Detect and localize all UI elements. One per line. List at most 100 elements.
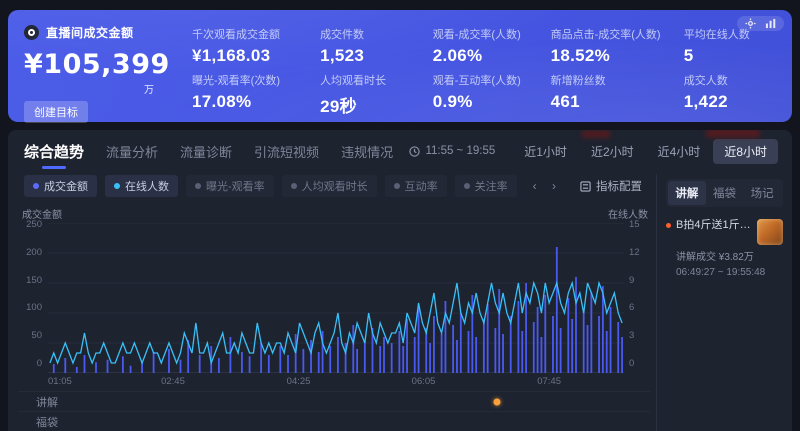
chart-section: 成交金额在线人数曝光-观看率人均观看时长互动率关注率负反馈率负反馈次数千次观看成… [8, 174, 657, 431]
metric-chips-row: 成交金额在线人数曝光-观看率人均观看时长互动率关注率负反馈率负反馈次数千次观看成… [8, 174, 656, 198]
tab-流量分析[interactable]: 流量分析 [106, 144, 159, 160]
header-metric: 商品点击-成交率(人数) 18.52% [551, 26, 684, 66]
product-thumbnail [757, 219, 783, 245]
chip-label: 关注率 [474, 181, 508, 193]
left-axis-ticks: 250 200 150 100 50 0 [18, 219, 48, 373]
metric-value: 29秒 [320, 97, 357, 116]
metric-value: 461 [550, 92, 580, 111]
primary-metric-value: ¥105,399 [24, 49, 170, 80]
range-button[interactable]: 近2小时 [590, 144, 634, 159]
right-tick: 6 [629, 302, 635, 314]
chip-dot [195, 183, 201, 189]
clock-icon [409, 145, 421, 157]
chips-pagination[interactable]: ‹ › [532, 179, 562, 193]
chip-label: 人均观看时长 [301, 181, 368, 193]
annotation-row-label: 讲解 [36, 396, 58, 409]
header-corner-actions [737, 16, 784, 31]
range-button[interactable]: 近8小时 [713, 138, 778, 164]
sidebar-tab-福袋[interactable]: 福袋 [713, 188, 736, 200]
target-icon [24, 25, 39, 40]
metric-chip[interactable]: 成交金额 [24, 175, 97, 197]
range-button[interactable]: 近4小时 [657, 144, 701, 159]
right-tick: 3 [629, 330, 635, 342]
item-time: 06:49:27 ~ 19:55:48 [676, 267, 766, 278]
item-title: B拍4斤送1斤共35-4... [676, 219, 751, 231]
metric-value: 17.08% [192, 92, 252, 111]
metric-value: 18.52% [550, 46, 611, 65]
metric-label: 成交件数 [320, 29, 365, 41]
summary-header-panel: 直播间成交金额 ¥105,399 万 创建目标 千次观看成交金额 ¥1,168.0… [8, 10, 792, 123]
left-tick: 150 [26, 274, 42, 286]
sidebar-list: B拍4斤送1斤共35-4... 讲解成交 ¥3.82万 06:49:27 ~ 19:… [666, 219, 783, 278]
right-tick: 12 [629, 246, 640, 258]
annotation-row-label: 福袋 [36, 416, 58, 429]
analytics-panel: 综合趋势 流量分析 流量诊断 引流短视频 违规情况 11:55 ~ 19:55 近1小时… [8, 130, 792, 431]
annotation-rows: 讲解 福袋 [18, 391, 650, 431]
right-tick: 9 [629, 274, 635, 286]
x-tick: 06:05 [411, 376, 436, 387]
right-tick: 0 [629, 357, 635, 369]
create-goal-button[interactable]: 创建目标 [24, 101, 88, 123]
left-tick: 0 [36, 357, 42, 369]
x-tick: 02:45 [161, 376, 185, 387]
annotation-row-福袋: 福袋 [18, 411, 650, 431]
metric-value: 0.9% [432, 92, 473, 111]
sidebar-tabs: 讲解 福袋 场记 [666, 179, 783, 207]
chip-label: 曝光-观看率 [206, 181, 265, 193]
config-label: 指标配置 [596, 181, 642, 193]
metric-value: 2.06% [432, 46, 483, 65]
sidebar-tab-讲解[interactable]: 讲解 [668, 181, 706, 205]
metric-chip[interactable]: 在线人数 [105, 175, 178, 197]
metric-value: 1,422 [683, 92, 728, 111]
metric-chip[interactable]: 互动率 [384, 175, 447, 197]
section-tabs: 综合趋势 流量分析 流量诊断 引流短视频 违规情况 [24, 141, 393, 162]
tab-违规情况[interactable]: 违规情况 [341, 144, 394, 160]
config-icon [580, 180, 591, 192]
gear-icon[interactable] [745, 18, 756, 29]
metric-config-button[interactable]: 指标配置 [580, 178, 642, 194]
sidebar-list-item[interactable]: B拍4斤送1斤共35-4... 讲解成交 ¥3.82万 06:49:27 ~ 19:… [666, 219, 783, 278]
chip-dot [393, 183, 400, 189]
metric-chip[interactable]: 曝光-观看率 [186, 175, 274, 197]
left-tick: 100 [26, 302, 42, 314]
trend-chart-icon[interactable] [765, 18, 776, 29]
x-tick: 07:45 [537, 376, 561, 387]
primary-metric-label: 直播间成交金额 [46, 26, 134, 40]
item-bullet [666, 223, 671, 228]
annotation-marker[interactable] [493, 398, 501, 405]
header-metric: 观看-互动率(人数) 0.9% [433, 72, 551, 117]
chip-label: 在线人数 [125, 181, 169, 193]
metric-label: 平均在线人数 [683, 29, 750, 41]
x-axis-labels: 01:05 02:45 04:25 06:05 07:45 [48, 376, 624, 387]
metric-label: 新增粉丝数 [550, 75, 606, 87]
metric-chip[interactable]: 关注率 [454, 175, 517, 197]
tab-引流短视频[interactable]: 引流短视频 [254, 144, 320, 160]
metric-label: 千次观看成交金额 [192, 29, 280, 41]
range-button[interactable]: 近1小时 [524, 144, 567, 159]
metric-label: 商品点击-成交率(人数) [550, 29, 661, 41]
primary-metric: 直播间成交金额 ¥105,399 万 创建目标 [24, 24, 176, 123]
header-metric: 曝光-观看率(次数) 17.08% [192, 72, 320, 117]
metric-label: 观看-成交率(人数) [432, 29, 521, 41]
left-tick: 200 [26, 246, 42, 258]
chip-dot [290, 183, 297, 189]
sidebar-tab-场记[interactable]: 场记 [750, 188, 774, 200]
header-metric: 新增粉丝数 461 [551, 72, 684, 117]
item-deal: 讲解成交 ¥3.82万 [676, 252, 754, 263]
metric-value: 5 [683, 46, 694, 65]
toolbar: 综合趋势 流量分析 流量诊断 引流短视频 违规情况 11:55 ~ 19:55 近1小时… [8, 130, 792, 164]
tab-流量诊断[interactable]: 流量诊断 [180, 144, 233, 160]
left-tick: 50 [31, 330, 42, 342]
header-metric: 人均观看时长 29秒 [320, 72, 433, 117]
range-buttons: 近1小时 近2小时 近4小时 近8小时 [513, 138, 778, 164]
header-metrics-grid: 千次观看成交金额 ¥1,168.03 成交件数 1,523 观看-成交率(人数) 2.06… [176, 24, 776, 116]
metric-chip[interactable]: 人均观看时长 [281, 175, 377, 197]
chart-area: 成交金额 在线人数 250 200 150 100 50 0 15 12 9 6 3 0 01:05… [8, 198, 656, 431]
time-range-display[interactable]: 11:55 ~ 19:55 [409, 145, 495, 157]
x-tick: 04:25 [286, 376, 311, 387]
annotation-row-讲解: 讲解 [18, 391, 650, 411]
tab-综合趋势[interactable]: 综合趋势 [24, 141, 84, 162]
chip-label: 互动率 [404, 181, 438, 193]
left-tick: 250 [26, 219, 42, 230]
